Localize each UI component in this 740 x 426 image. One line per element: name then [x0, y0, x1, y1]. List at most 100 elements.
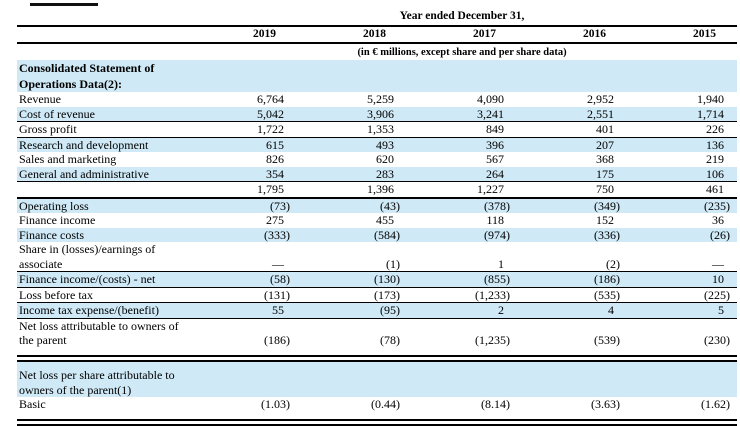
- cell-value: 461: [627, 181, 738, 199]
- cell-value: —: [627, 242, 738, 272]
- value-text: (378): [484, 198, 510, 213]
- double-rule-row: [17, 348, 738, 362]
- row-label: Net loss attributable to owners of the p…: [19, 318, 179, 348]
- value-text: 396: [486, 137, 504, 152]
- cell-value: (173): [297, 287, 407, 303]
- value-text: (349): [594, 198, 620, 213]
- spacer-cell: [17, 4, 187, 27]
- value-text: (3.63): [591, 397, 620, 411]
- financial-table: Year ended December 31, 2019 2018 2017 2…: [17, 4, 738, 426]
- value-text: 2: [498, 303, 504, 317]
- value-text: 226: [706, 122, 725, 136]
- cell-value: [627, 362, 738, 397]
- cell-value: 1: [407, 242, 517, 272]
- period-heading: Year ended December 31,: [187, 4, 738, 27]
- table-row: Finance costs (333) (584) (974) (336) (2…: [17, 227, 738, 242]
- value-text: (539): [594, 333, 620, 347]
- value-text: 849: [486, 122, 504, 136]
- cell-value: 2,551: [517, 106, 627, 122]
- table-row: Gross profit 1,722 1,353 849 401 226: [17, 121, 738, 138]
- value-text: (1,233): [475, 287, 510, 302]
- value-text: (173): [374, 287, 400, 302]
- value-text: (58): [270, 272, 290, 286]
- value-text: —: [272, 256, 284, 271]
- cell-value: (0.44): [297, 397, 407, 412]
- cell-value: 354: [187, 166, 297, 182]
- value-text: (26): [710, 227, 731, 242]
- cell-value: 36: [627, 213, 737, 228]
- cell-value: 5: [627, 302, 738, 319]
- cell-value: 493: [297, 137, 407, 152]
- cell-value: 368: [517, 152, 627, 167]
- value-text: 36: [712, 213, 725, 227]
- value-text: 6,764: [257, 92, 284, 106]
- value-text: (1.62): [701, 397, 731, 411]
- row-label: Operating loss: [17, 197, 187, 213]
- row-label: General and administrative: [17, 166, 187, 182]
- cell-value: [517, 362, 627, 397]
- cell-value: 401: [517, 121, 627, 138]
- value-text: 207: [596, 137, 614, 152]
- value-text: 567: [486, 152, 504, 166]
- cell-value: 152: [517, 213, 627, 228]
- value-text: 275: [266, 213, 284, 227]
- value-text: (186): [264, 333, 290, 347]
- value-text: 826: [266, 152, 284, 166]
- value-text: (78): [380, 333, 400, 347]
- row-label: Basic: [19, 397, 46, 411]
- row-label: Finance costs: [17, 227, 187, 242]
- years-row: 2019 2018 2017 2016 2015: [17, 26, 738, 44]
- value-text: 368: [596, 152, 614, 166]
- value-text: 5,259: [367, 92, 394, 106]
- value-text: 620: [376, 152, 394, 166]
- value-text: 1,714: [697, 106, 725, 121]
- table-row: 1,795 1,396 1,227 750 461: [17, 181, 738, 199]
- year-column-header: 2019: [187, 26, 297, 44]
- table-row: Income tax expense/(benefit) 55 (95) 2 4…: [17, 302, 738, 319]
- cell-value: 6,764: [187, 92, 297, 107]
- value-text: 55: [272, 303, 284, 317]
- cell-value: 1,795: [187, 181, 297, 199]
- cell-value: (3.63): [517, 397, 627, 412]
- row-label: Income tax expense/(benefit): [17, 302, 187, 319]
- cell-value: 5,042: [187, 106, 297, 122]
- cell-value: (26): [627, 227, 738, 242]
- cell-value: (2): [517, 242, 627, 272]
- cell-value: 1,722: [187, 121, 297, 138]
- value-text: 219: [706, 152, 725, 166]
- cell-value: 396: [407, 137, 517, 152]
- value-text: (1.03): [261, 397, 290, 411]
- cell-value: 1,396: [297, 181, 407, 199]
- row-label: Sales and marketing: [19, 152, 117, 166]
- value-text: (95): [380, 303, 400, 317]
- cell-value: 3,906: [297, 106, 407, 122]
- cell-value: (974): [407, 227, 517, 242]
- value-text: (1): [386, 256, 400, 271]
- value-text: (130): [374, 272, 400, 286]
- cell-value: 615: [187, 137, 297, 152]
- value-text: 106: [706, 166, 725, 181]
- value-text: 1,227: [477, 182, 504, 196]
- value-text: 1,722: [257, 122, 284, 136]
- table-row: General and administrative 354 283 264 1…: [17, 166, 738, 182]
- cell-value: (225): [627, 287, 738, 303]
- cell-value: (131): [187, 287, 297, 303]
- table-row: Sales and marketing 826 620 567 368 219: [17, 152, 737, 167]
- table-row: Net loss per share attributable to owner…: [17, 362, 738, 397]
- value-text: (855): [484, 272, 510, 286]
- cell-value: (1): [297, 242, 407, 272]
- table-row: Loss before tax (131) (173) (1,233) (535…: [17, 287, 738, 303]
- cell-value: 826: [187, 152, 297, 167]
- spacer-cell: [17, 43, 187, 61]
- value-text: 10: [712, 272, 725, 286]
- cell-value: [407, 362, 517, 397]
- cell-value: 1,940: [627, 92, 737, 107]
- value-text: (584): [374, 227, 400, 242]
- row-label: Cost of revenue: [17, 106, 187, 122]
- row-label: Finance income/(costs) - net: [17, 271, 187, 288]
- value-text: 615: [266, 137, 284, 152]
- cell-value: 849: [407, 121, 517, 138]
- cell-value: 455: [297, 213, 407, 228]
- cell-value: 275: [187, 213, 297, 228]
